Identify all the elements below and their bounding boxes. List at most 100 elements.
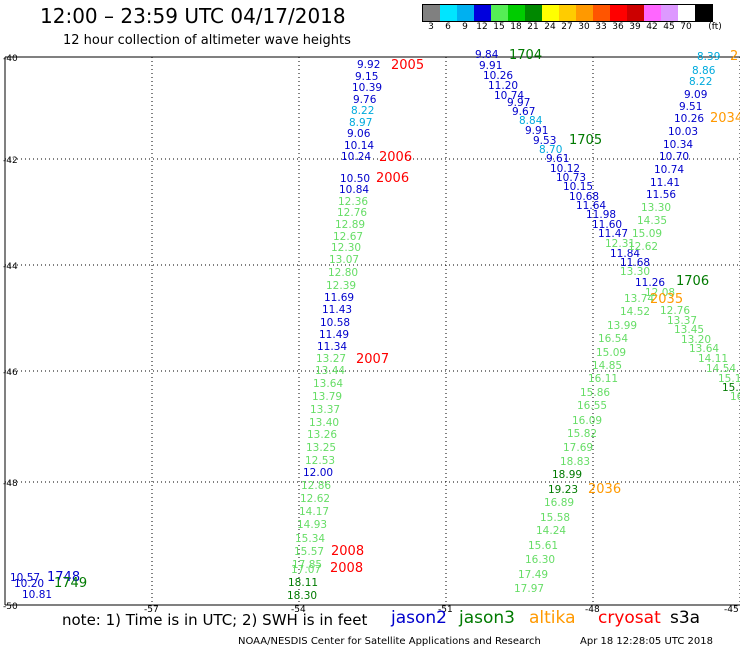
- color-swatch: [440, 5, 457, 21]
- wave-height-value: 10.34: [663, 139, 693, 151]
- pass-number-label: 2006: [376, 171, 409, 186]
- lon-tick-label: -54: [291, 605, 306, 615]
- wave-height-value: 15.34: [295, 533, 325, 545]
- wave-height-value: 16.89: [544, 497, 574, 509]
- wave-height-value: 10.74: [654, 164, 684, 176]
- lon-tick-label: -48: [585, 605, 600, 615]
- wave-height-value: 9.84: [475, 49, 499, 61]
- wave-height-value: 9.92: [357, 59, 380, 71]
- lat-tick-label: -44: [3, 262, 18, 272]
- map-grid: [4, 56, 740, 606]
- color-swatch: [559, 5, 576, 21]
- color-scale-label: 9: [462, 22, 468, 32]
- color-scale-label: 18: [510, 22, 522, 32]
- wave-height-value: 9.97: [507, 97, 530, 109]
- color-scale-label: 21: [527, 22, 539, 32]
- wave-height-value: 13.40: [309, 417, 339, 429]
- wave-height-value: 14.24: [536, 525, 566, 537]
- axis-ticks: -57 -54 -51 -48 -45 -40 -42 -44 -46 -48 -50: [3, 54, 739, 615]
- wave-height-value: 9.61: [546, 153, 569, 165]
- wave-height-value: 10.74: [494, 90, 524, 102]
- color-scale-label: 12: [476, 22, 488, 32]
- pass-number-label: 2034: [710, 111, 740, 126]
- wave-height-value: 15.61: [528, 540, 558, 552]
- wave-height-value: 15.58: [540, 512, 570, 524]
- color-scale-label: 45: [663, 22, 675, 32]
- wave-height-value: 10.03: [668, 126, 698, 138]
- color-swatch: [610, 5, 627, 21]
- wave-height-value: 8.97: [349, 117, 372, 129]
- wave-height-value: 12.00: [303, 467, 333, 479]
- pass-number-label: 2: [730, 49, 738, 64]
- wave-height-value: 14.93: [297, 519, 327, 531]
- wave-height-value: 13.64: [313, 378, 343, 390]
- color-swatch: [423, 5, 440, 21]
- wave-height-value: 13.45: [674, 324, 704, 336]
- pass-number-label: 2007: [356, 352, 389, 367]
- color-swatch: [593, 5, 610, 21]
- pass-number-label: 2008: [330, 561, 363, 576]
- wave-height-value: 17.49: [518, 569, 548, 581]
- wave-height-value: 10.50: [340, 173, 370, 185]
- wave-height-value: 15.2: [722, 382, 740, 394]
- wave-height-value: 13.64: [689, 343, 719, 355]
- pass-number-label: 1706: [676, 274, 709, 289]
- wave-height-value: 12.62: [628, 241, 658, 253]
- footer-credit: NOAA/NESDIS Center for Satellite Applica…: [238, 636, 541, 647]
- color-swatch: [661, 5, 678, 21]
- color-swatch: [644, 5, 661, 21]
- legend-cryosat: cryosat: [598, 608, 661, 628]
- color-scale-label: 30: [578, 22, 590, 32]
- wave-height-value: 16.30: [525, 554, 555, 566]
- wave-height-value: 10.15: [563, 181, 593, 193]
- pass-number-label: 1749: [54, 576, 87, 591]
- wave-height-value: 12.08: [645, 287, 675, 299]
- wave-height-value: 12.62: [300, 493, 330, 505]
- wave-height-value: 13.20: [681, 334, 711, 346]
- wave-height-value: 11.47: [598, 228, 628, 240]
- wave-height-value: 12.67: [333, 231, 363, 243]
- wave-height-value: 10.24: [341, 151, 371, 163]
- wave-height-value: 18.30: [287, 590, 317, 602]
- wave-height-value: 9.76: [353, 94, 377, 106]
- color-swatch: [508, 5, 525, 21]
- wave-height-value: 13.37: [667, 315, 697, 327]
- color-swatch: [457, 5, 474, 21]
- wave-height-value: 10.58: [320, 317, 350, 329]
- wave-height-value: 12.76: [337, 207, 367, 219]
- lon-tick-label: -45: [724, 605, 739, 615]
- color-swatch: [678, 5, 695, 21]
- wave-height-value: 12.89: [335, 219, 365, 231]
- wave-height-value: 10.26: [674, 113, 704, 125]
- wave-height-value: 15.09: [632, 228, 662, 240]
- wave-height-value: 13.30: [620, 266, 650, 278]
- wave-height-value: 11.41: [650, 177, 680, 189]
- wave-height-value: 9.53: [533, 135, 556, 147]
- wave-height-value: 11.56: [646, 189, 676, 201]
- wave-height-value: 10.26: [483, 70, 513, 82]
- wave-height-value: 10.84: [339, 184, 369, 196]
- wave-height-value: 16.55: [577, 400, 607, 412]
- pass-number-label: 1705: [569, 133, 602, 148]
- footer-timestamp: Apr 18 12:28:05 UTC 2018: [580, 636, 713, 647]
- color-scale-labels: 3 6 9 12 15 18 21 24 27 30 33 36 39 42 45 70 (ft): [422, 22, 722, 34]
- lat-tick-label: -42: [3, 156, 18, 166]
- wave-height-value: 12.53: [305, 455, 335, 467]
- color-scale-label: 39: [629, 22, 641, 32]
- color-scale-label: 6: [445, 22, 451, 32]
- lon-tick-label: -57: [144, 605, 159, 615]
- color-swatch: [474, 5, 491, 21]
- lon-tick-label: -51: [438, 605, 453, 615]
- wave-height-value: 14.17: [299, 506, 329, 518]
- legend-altika: altika: [529, 608, 576, 628]
- wave-height-value: 10.57: [10, 572, 40, 584]
- color-swatch: [695, 5, 712, 21]
- wave-height-value: 18.11: [288, 577, 318, 589]
- color-scale-label: 27: [561, 22, 573, 32]
- wave-height-value: 11.20: [488, 80, 518, 92]
- wave-height-value: 11.68: [620, 257, 650, 269]
- pass-labels-layer: 2005 2006 2006 2007 2008 2008 1704 1705 1706 2035…: [47, 48, 740, 591]
- wave-height-value: 10.12: [550, 163, 580, 175]
- wave-height-value: 13.27: [316, 353, 346, 365]
